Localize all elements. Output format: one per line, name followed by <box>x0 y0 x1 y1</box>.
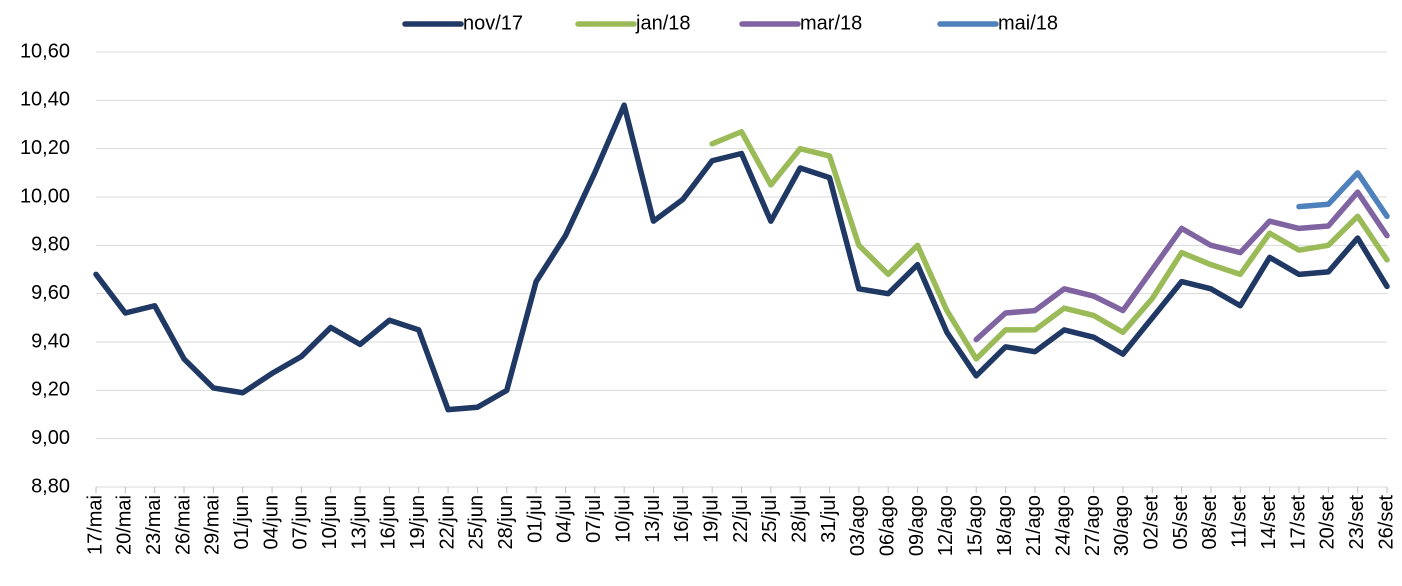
legend-label: mai/18 <box>998 12 1058 34</box>
y-tick-label: 8,80 <box>31 475 70 497</box>
legend-label: nov/17 <box>463 12 523 34</box>
x-tick-label: 14/set <box>1258 495 1280 550</box>
x-tick-label: 17/mai <box>84 495 106 555</box>
x-tick-label: 12/ago <box>935 495 957 556</box>
x-tick-label: 19/jul <box>700 495 722 543</box>
x-tick-label: 30/ago <box>1111 495 1133 556</box>
series-line <box>1296 170 1390 220</box>
x-tick-label: 22/jun <box>436 495 458 550</box>
x-tick-label: 28/jun <box>495 495 517 550</box>
x-tick-label: 23/set <box>1346 495 1368 550</box>
x-tick-label: 13/jun <box>348 495 370 550</box>
x-tick-label: 20/set <box>1317 495 1339 550</box>
x-tick-label: 04/jun <box>260 495 282 550</box>
x-tick-label: 25/jul <box>759 495 781 543</box>
x-tick-label: 25/jun <box>466 495 488 550</box>
y-tick-label: 10,40 <box>20 89 70 111</box>
y-tick-label: 9,40 <box>31 330 70 352</box>
x-tick-label: 22/jul <box>730 495 752 543</box>
x-tick-label: 02/set <box>1141 495 1163 550</box>
x-tick-label: 09/ago <box>906 495 928 556</box>
y-tick-label: 9,00 <box>31 427 70 449</box>
x-tick-label: 28/jul <box>788 495 810 543</box>
x-tick-label: 01/jul <box>524 495 546 543</box>
x-tick-label: 05/set <box>1170 495 1192 550</box>
x-tick-label: 31/jul <box>818 495 840 543</box>
x-tick-label: 24/ago <box>1053 495 1075 556</box>
legend-label: mar/18 <box>800 12 862 34</box>
legend-label: jan/18 <box>635 12 691 34</box>
x-tick-label: 19/jun <box>407 495 429 550</box>
series-line <box>709 129 1390 362</box>
x-tick-label: 10/jun <box>319 495 341 550</box>
x-tick-label: 11/set <box>1229 495 1251 548</box>
x-tick-label: 04/jul <box>554 495 576 543</box>
y-tick-label: 9,80 <box>31 234 70 256</box>
x-tick-label: 18/ago <box>994 495 1016 556</box>
x-tick-label: 21/ago <box>1023 495 1045 556</box>
x-tick-label: 16/jul <box>671 495 693 543</box>
x-tick-label: 06/ago <box>876 495 898 556</box>
x-tick-label: 07/jul <box>583 495 605 543</box>
x-tick-label: 08/set <box>1199 495 1221 550</box>
series-line <box>973 189 1390 343</box>
y-tick-label: 10,00 <box>20 185 70 207</box>
y-tick-label: 10,60 <box>20 40 70 62</box>
x-tick-label: 07/jun <box>290 495 312 550</box>
x-tick-label: 10/jul <box>612 495 634 543</box>
x-tick-label: 03/ago <box>847 495 869 556</box>
x-tick-label: 01/jun <box>231 495 253 550</box>
series-line <box>93 102 1390 413</box>
x-tick-label: 20/mai <box>114 495 136 555</box>
y-tick-label: 9,20 <box>31 379 70 401</box>
x-tick-label: 26/set <box>1375 495 1397 550</box>
x-tick-label: 17/set <box>1287 495 1309 550</box>
x-tick-label: 27/ago <box>1082 495 1104 556</box>
x-tick-label: 29/mai <box>202 495 224 555</box>
x-tick-label: 23/mai <box>143 495 165 555</box>
x-tick-label: 26/mai <box>172 495 194 555</box>
y-tick-label: 10,20 <box>20 137 70 159</box>
x-tick-label: 15/ago <box>965 495 987 556</box>
y-tick-label: 9,60 <box>31 282 70 304</box>
x-tick-label: 16/jun <box>378 495 400 550</box>
x-tick-label: 13/jul <box>642 495 664 543</box>
